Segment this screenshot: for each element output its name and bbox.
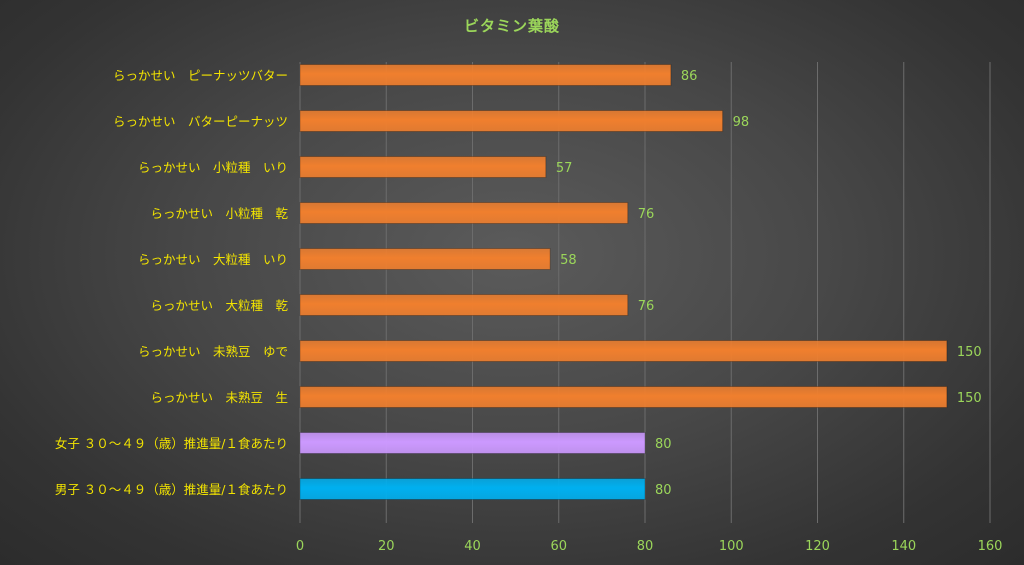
x-tick-label: 0 <box>296 539 304 554</box>
data-label: 86 <box>681 69 698 84</box>
data-label: 150 <box>957 391 982 406</box>
data-label: 76 <box>638 299 655 314</box>
bars <box>299 64 948 500</box>
category-label: らっかせい 未熟豆 ゆで <box>138 344 288 359</box>
data-label: 150 <box>957 345 982 360</box>
x-tick-label: 140 <box>891 539 916 554</box>
bar <box>299 156 547 178</box>
data-label: 98 <box>733 115 750 130</box>
category-label: 男子 ３０～４９（歳）推進量/１食あたり <box>55 482 288 497</box>
x-tick-label: 100 <box>719 539 744 554</box>
data-label: 76 <box>638 207 655 222</box>
data-label: 58 <box>560 253 577 268</box>
category-label: らっかせい 未熟豆 生 <box>150 390 288 405</box>
labels: 0 20 40 60 80 100 120 140 160 86 らっかせい ピーナッツバター 98 ら… <box>55 68 1003 554</box>
x-tick-label: 80 <box>637 539 654 554</box>
bar <box>299 202 629 224</box>
bar <box>299 110 724 132</box>
data-label: 80 <box>655 483 672 498</box>
bar <box>299 64 672 86</box>
x-tick-label: 120 <box>805 539 830 554</box>
category-label: らっかせい ピーナッツバター <box>113 68 288 83</box>
category-label: 女子 ３０～４９（歳）推進量/１食あたり <box>55 436 288 451</box>
x-tick-label: 40 <box>464 539 481 554</box>
bar <box>299 294 629 316</box>
bar <box>299 248 551 270</box>
category-label: らっかせい 大粒種 いり <box>138 252 288 267</box>
bar <box>299 386 948 408</box>
x-tick-label: 60 <box>550 539 567 554</box>
chart-title: ビタミン葉酸 <box>463 17 560 35</box>
data-label: 57 <box>556 161 573 176</box>
data-label: 80 <box>655 437 672 452</box>
x-tick-label: 20 <box>378 539 395 554</box>
category-label: らっかせい 大粒種 乾 <box>150 298 288 313</box>
bar <box>299 340 948 362</box>
bar <box>299 432 646 454</box>
bar <box>299 478 646 500</box>
category-label: らっかせい 小粒種 乾 <box>150 206 288 221</box>
category-label: らっかせい 小粒種 いり <box>138 160 288 175</box>
x-tick-label: 160 <box>978 539 1003 554</box>
category-label: らっかせい バターピーナッツ <box>113 114 288 129</box>
